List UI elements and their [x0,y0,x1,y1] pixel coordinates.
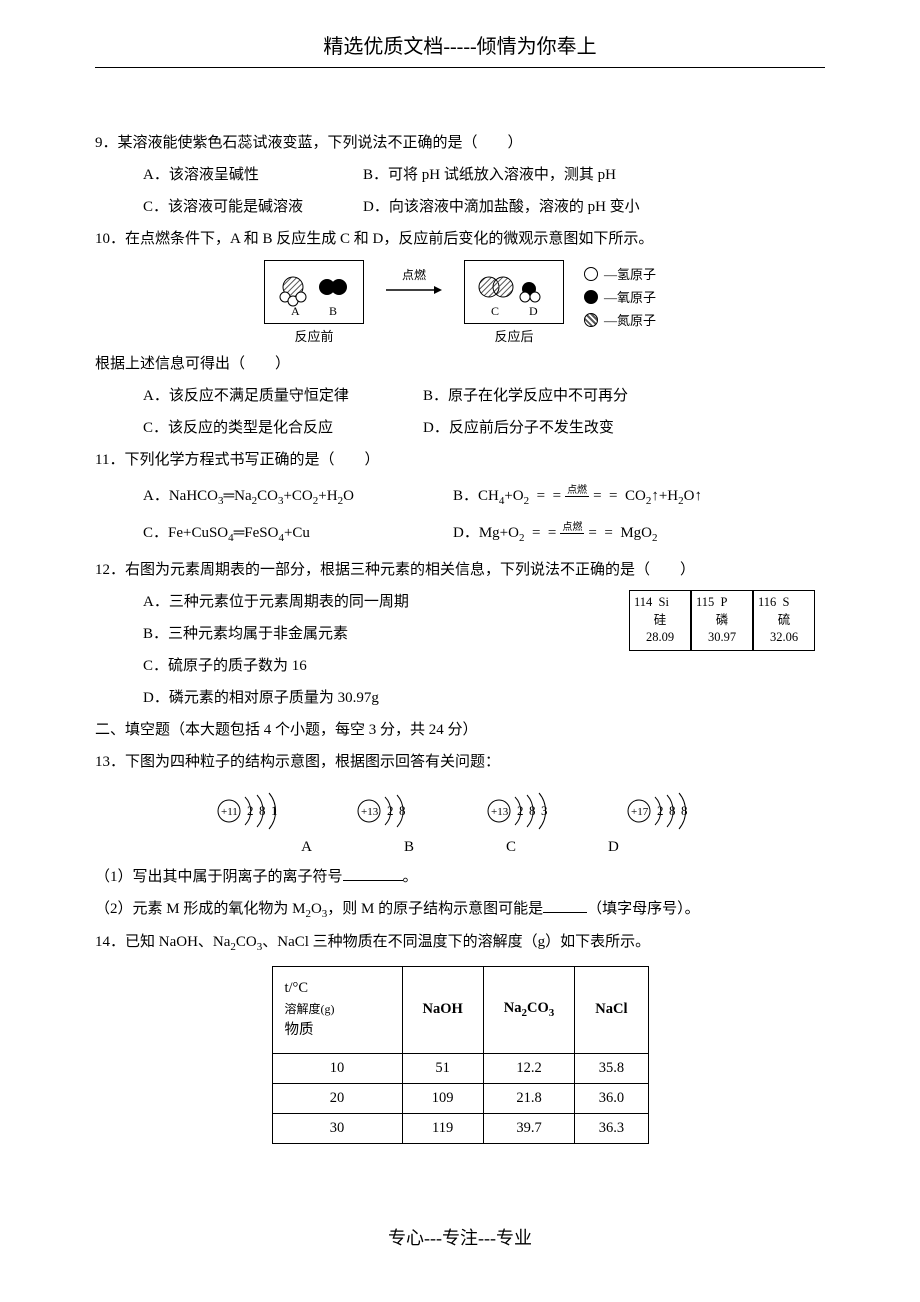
q9-stem: 9．某溶液能使紫色石蕊试液变蓝，下列说法不正确的是（ ） [95,128,825,158]
svg-text:3: 3 [541,803,548,818]
col-naoh: NaOH [402,967,483,1054]
q10-arrow-label: 点燃 [402,266,426,283]
q11-opt-c: C．Fe+CuSO4═FeSO4+Cu [143,518,453,549]
svg-text:+17: +17 [631,806,649,818]
q10-opt-d: D．反应前后分子不发生改变 [423,413,614,443]
q10-row2: C．该反应的类型是化合反应 D．反应前后分子不发生改变 [95,413,825,443]
q13-p2: （2）元素 M 形成的氧化物为 M2O3，则 M 的原子结构示意图可能是（填字母… [95,894,825,925]
blank-input[interactable] [343,867,403,881]
q9-opt-c: C．该溶液可能是碱溶液 [143,192,363,222]
legend-o: —氧原子 [604,287,656,306]
blank-input[interactable] [543,899,587,913]
legend-h: —氢原子 [604,264,656,283]
svg-text:+11: +11 [221,806,238,818]
q11-opt-d: D．Mg+O2 = =点燃 = = MgO2 [453,518,657,549]
q14-stem: 14．已知 NaOH、Na2CO3、NaCl 三种物质在不同温度下的溶解度（g）… [95,927,825,958]
pt-cell-s: 116 S 硫 32.06 [753,590,815,651]
page-header: 精选优质文档-----倾情为你奉上 [95,30,825,68]
atom-label-d: D [608,839,619,856]
svg-text:C: C [491,304,499,318]
q9-row2: C．该溶液可能是碱溶液 D．向该溶液中滴加盐酸，溶液的 pH 变小 [95,192,825,222]
q10-opt-b: B．原子在化学反应中不可再分 [423,381,628,411]
svg-text:2: 2 [657,803,664,818]
q13-atoms: +11 2 8 1 +13 2 8 +13 2 8 3 +17 2 8 8 [95,785,825,835]
atom-a-icon: +11 2 8 1 [215,785,295,835]
q11-opt-a: A．NaHCO3═Na2CO3+CO2+H2O [143,481,453,512]
q10-before-caption: 反应前 [264,326,364,345]
q10-opt-a: A．该反应不满足质量守恒定律 [143,381,423,411]
q10-box-before: A B [264,260,364,324]
legend-open-icon [584,267,598,281]
svg-text:8: 8 [681,803,688,818]
col-nacl: NaCl [575,967,648,1054]
q10-after: C D 反应后 [464,260,564,345]
q11-row2: C．Fe+CuSO4═FeSO4+Cu D．Mg+O2 = =点燃 = = Mg… [95,518,825,549]
svg-text:8: 8 [529,803,536,818]
svg-text:D: D [529,304,538,318]
table-row: 2010921.836.0 [272,1083,648,1113]
arrow-icon [384,283,444,297]
q13-labels: A B C D [95,839,825,856]
periodic-table-snippet: 114 Si 硅 28.09 115 P 磷 30.97 116 S 硫 32.… [629,590,815,651]
q11-stem: 11．下列化学方程式书写正确的是（ ） [95,445,825,475]
q10-row1: A．该反应不满足质量守恒定律 B．原子在化学反应中不可再分 [95,381,825,411]
atom-label-c: C [506,839,516,856]
q10-stem: 10．在点燃条件下，A 和 B 反应生成 C 和 D，反应前后变化的微观示意图如… [95,224,825,254]
svg-text:+13: +13 [491,806,509,818]
svg-text:8: 8 [399,803,406,818]
svg-text:B: B [329,304,337,318]
q10-after-caption: 反应后 [464,326,564,345]
q9-row1: A．该溶液呈碱性 B．可将 pH 试纸放入溶液中，测其 pH [95,160,825,190]
table-row: 3011939.736.3 [272,1113,648,1143]
q9-opt-d: D．向该溶液中滴加盐酸，溶液的 pH 变小 [363,192,640,222]
legend-n: —氮原子 [604,310,656,329]
q10-followup: 根据上述信息可得出（ ） [95,349,825,379]
q9-opt-b: B．可将 pH 试纸放入溶液中，测其 pH [363,160,616,190]
svg-text:1: 1 [271,803,278,818]
svg-text:8: 8 [259,803,266,818]
table-header-cell: t/°C 溶解度(g) 物质 [272,967,402,1054]
table-row: 105112.235.8 [272,1053,648,1083]
atom-c-icon: +13 2 8 3 [485,785,565,835]
q13-stem: 13．下图为四种粒子的结构示意图，根据图示回答有关问题： [95,747,825,777]
pt-cell-si: 114 Si 硅 28.09 [629,590,691,651]
pt-cell-p: 115 P 磷 30.97 [691,590,753,651]
q10-box-after: C D [464,260,564,324]
q10-arrow: 点燃 [384,266,444,297]
legend-hatch-icon [584,313,598,327]
atom-d-icon: +17 2 8 8 [625,785,705,835]
atom-b-icon: +13 2 8 [355,785,425,835]
atom-label-b: B [404,839,414,856]
section2-title: 二、填空题（本大题包括 4 个小题，每空 3 分，共 24 分） [95,715,825,745]
q9-opt-a: A．该溶液呈碱性 [143,160,363,190]
molecules-after-icon: C D [469,265,559,319]
q11-row1: A．NaHCO3═Na2CO3+CO2+H2O B．CH4+O2 = =点燃 =… [95,481,825,512]
q12-stem: 12．右图为元素周期表的一部分，根据三种元素的相关信息，下列说法不正确的是（ ） [95,555,825,585]
svg-text:2: 2 [387,803,394,818]
svg-text:2: 2 [517,803,524,818]
q11-opt-b: B．CH4+O2 = =点燃 = = CO2↑+H2O↑ [453,481,702,512]
atom-label-a: A [301,839,312,856]
legend-black-icon [584,290,598,304]
q10-diagram: A B 反应前 点燃 C D 反应后 —氢原子 —氧原子 —氮原子 [95,260,825,345]
svg-text:8: 8 [669,803,676,818]
q12-opt-c: C．硫原子的质子数为 16 [95,651,825,681]
solubility-table: t/°C 溶解度(g) 物质 NaOH Na2CO3 NaCl 105112.2… [272,966,649,1144]
svg-text:A: A [291,304,300,318]
svg-text:+13: +13 [361,806,379,818]
col-na2co3: Na2CO3 [483,967,574,1054]
page-footer: 专心---专注---专业 [0,1224,920,1250]
svg-text:2: 2 [247,803,254,818]
q12-opt-d: D．磷元素的相对原子质量为 30.97g [95,683,825,713]
molecules-before-icon: A B [269,265,359,319]
q10-legend: —氢原子 —氧原子 —氮原子 [584,264,656,329]
q10-opt-c: C．该反应的类型是化合反应 [143,413,423,443]
q10-before: A B 反应前 [264,260,364,345]
q13-p1: （1）写出其中属于阴离子的离子符号。 [95,862,825,892]
